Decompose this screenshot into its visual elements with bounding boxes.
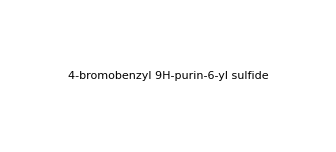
Text: 4-bromobenzyl 9H-purin-6-yl sulfide: 4-bromobenzyl 9H-purin-6-yl sulfide <box>68 71 268 81</box>
